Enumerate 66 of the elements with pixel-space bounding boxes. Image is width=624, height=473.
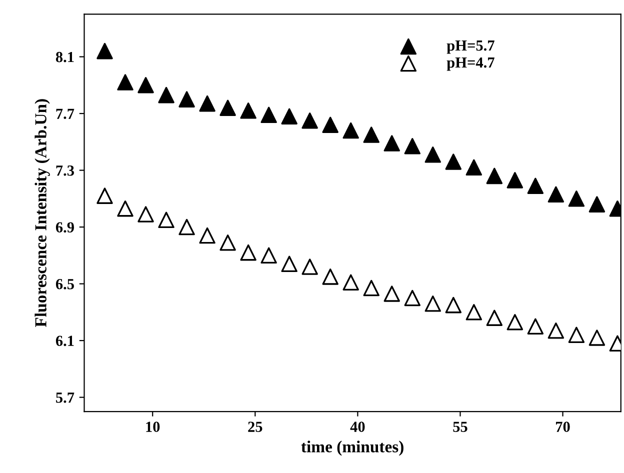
point bbox=[548, 186, 564, 203]
y-tick-label: 6.5 bbox=[56, 278, 74, 290]
point bbox=[322, 116, 338, 133]
point bbox=[199, 227, 216, 244]
y-tick-label: 8.1 bbox=[56, 52, 74, 62]
point bbox=[281, 256, 298, 272]
y-axis-title: Fluorescence Intensity (Arb.Un) bbox=[34, 99, 50, 327]
point bbox=[117, 74, 134, 90]
point bbox=[96, 188, 113, 204]
point bbox=[568, 326, 585, 343]
point bbox=[568, 190, 585, 207]
point bbox=[404, 138, 420, 154]
point bbox=[384, 286, 400, 302]
legend-label: pH=4.7 bbox=[446, 58, 494, 71]
point bbox=[260, 106, 277, 124]
x-tick-label: 40 bbox=[350, 422, 365, 432]
point bbox=[506, 314, 524, 330]
point bbox=[363, 280, 380, 296]
point bbox=[240, 102, 256, 119]
point bbox=[281, 108, 298, 124]
point bbox=[588, 330, 606, 346]
point bbox=[424, 296, 442, 312]
point bbox=[342, 122, 359, 139]
point bbox=[220, 100, 236, 116]
point bbox=[260, 247, 277, 264]
y-tick-label: 6.9 bbox=[56, 222, 74, 233]
point bbox=[117, 200, 134, 217]
point bbox=[178, 218, 195, 236]
x-tick-label: 10 bbox=[146, 422, 160, 432]
x-tick-label: 55 bbox=[453, 422, 468, 432]
y-tick-label: 5.7 bbox=[56, 392, 74, 403]
point bbox=[588, 196, 606, 212]
point bbox=[240, 244, 256, 261]
point bbox=[445, 296, 462, 314]
point bbox=[220, 234, 236, 251]
point bbox=[548, 322, 564, 339]
point bbox=[302, 258, 318, 275]
point bbox=[322, 268, 338, 285]
point bbox=[342, 274, 359, 290]
x-axis-title: time (minutes) bbox=[301, 440, 404, 456]
point bbox=[158, 212, 174, 228]
point bbox=[486, 168, 503, 184]
point bbox=[527, 318, 544, 334]
point bbox=[424, 146, 442, 163]
legend-label: pH=5.7 bbox=[446, 40, 494, 54]
x-tick-label: 25 bbox=[248, 422, 262, 432]
x-tick-label: 70 bbox=[556, 422, 570, 432]
point bbox=[178, 91, 195, 108]
point bbox=[384, 135, 400, 152]
point bbox=[486, 310, 503, 326]
point bbox=[138, 77, 154, 94]
point bbox=[158, 86, 174, 104]
point bbox=[466, 159, 482, 176]
point bbox=[466, 304, 482, 320]
y-tick-label: 7.3 bbox=[56, 165, 74, 176]
point bbox=[404, 290, 420, 306]
point bbox=[445, 154, 462, 170]
point bbox=[302, 112, 318, 129]
point bbox=[96, 42, 113, 60]
point bbox=[138, 206, 154, 222]
y-tick-label: 7.7 bbox=[56, 108, 74, 120]
point bbox=[363, 126, 380, 143]
point bbox=[199, 95, 216, 112]
y-tick-label: 6.1 bbox=[56, 336, 74, 346]
point bbox=[506, 172, 524, 188]
point bbox=[527, 178, 544, 194]
